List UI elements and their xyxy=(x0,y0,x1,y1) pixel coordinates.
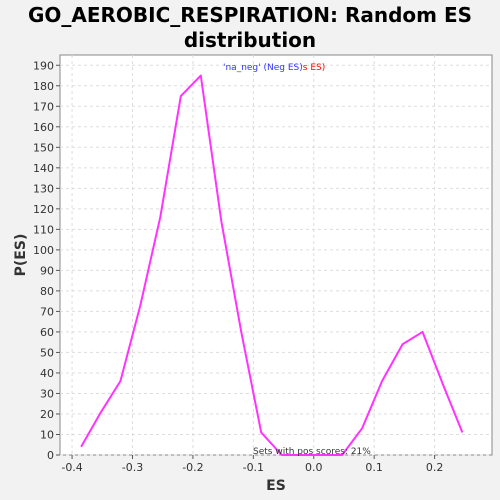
chart-title-line-2: distribution xyxy=(184,28,316,52)
y-tick-label: 140 xyxy=(33,162,54,175)
pos-scores-annotation: Sets with pos scores: 21% xyxy=(253,447,371,457)
x-tick-label: 0.2 xyxy=(426,461,444,474)
x-tick-label: -0.1 xyxy=(243,461,264,474)
y-tick-label: 190 xyxy=(33,59,54,72)
y-tick-label: 40 xyxy=(40,367,54,380)
x-tick-label: 0.0 xyxy=(305,461,323,474)
legend-neg-suffix: (Neg ES) xyxy=(261,63,303,73)
legend-annotation: 'na_neg' (Neg ES)s ES) xyxy=(223,63,325,73)
legend-neg-name: 'na_neg' xyxy=(223,63,261,73)
ticks-layer: 0 10 20 30 40 50 60 70 80 90 100 110 120 130 140 150 160… xyxy=(33,59,443,474)
y-tick-label: 70 xyxy=(40,305,54,318)
series-line xyxy=(80,74,464,456)
y-tick-label: 120 xyxy=(33,203,54,216)
grid-layer xyxy=(60,55,492,456)
x-tick-label: -0.3 xyxy=(122,461,143,474)
y-tick-label: 60 xyxy=(40,326,54,339)
x-tick-label: -0.2 xyxy=(182,461,203,474)
y-tick-label: 170 xyxy=(33,100,54,113)
y-tick-label: 110 xyxy=(33,223,54,236)
y-tick-label: 130 xyxy=(33,182,54,195)
y-tick-label: 180 xyxy=(33,80,54,93)
chart-title-line-1: GO_AEROBIC_RESPIRATION: Random ES xyxy=(28,3,472,27)
y-axis-label: P(ES) xyxy=(13,234,29,277)
y-tick-label: 30 xyxy=(40,387,54,400)
plot-area xyxy=(59,54,493,456)
y-tick-label: 80 xyxy=(40,285,54,298)
series-layer xyxy=(80,74,464,456)
y-tick-label: 10 xyxy=(40,428,54,441)
y-tick-label: 100 xyxy=(33,244,54,257)
x-tick-label: -0.4 xyxy=(61,461,82,474)
y-tick-label: 20 xyxy=(40,408,54,421)
legend-pos-suffix: s ES) xyxy=(303,63,325,73)
x-tick-label: 0.1 xyxy=(365,461,383,474)
y-tick-label: 50 xyxy=(40,346,54,359)
y-tick-label: 160 xyxy=(33,121,54,134)
y-tick-label: 150 xyxy=(33,141,54,154)
x-axis-label: ES xyxy=(266,478,286,494)
y-tick-label: 90 xyxy=(40,264,54,277)
y-tick-label: 0 xyxy=(47,449,54,462)
